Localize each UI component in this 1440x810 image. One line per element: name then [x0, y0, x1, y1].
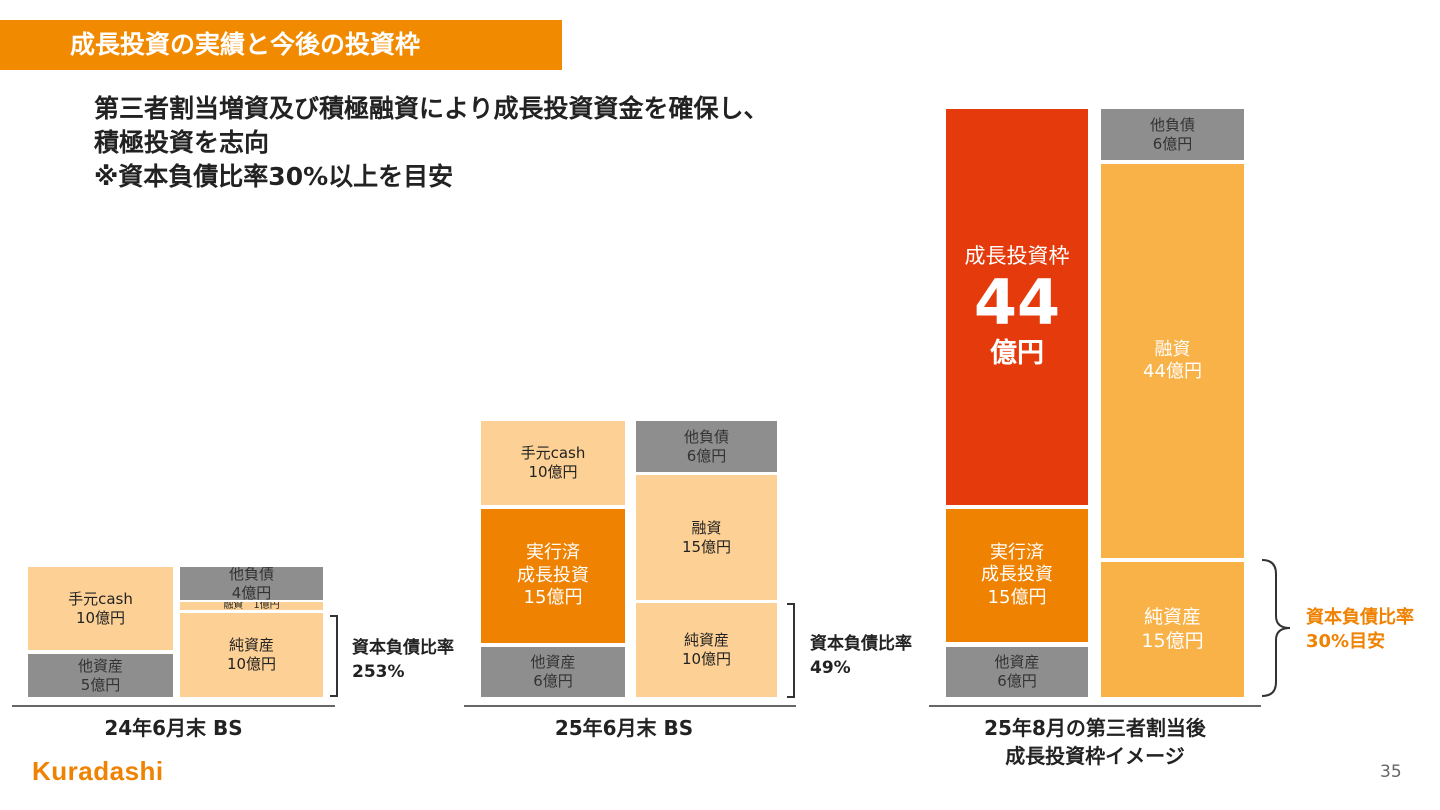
bs1-label: 24年6月末 BS [104, 716, 243, 740]
bs2-asset-cash: 手元cash 10億円 [481, 421, 625, 505]
bs2-asset-growth: 実行済 成長投資 15億円 [481, 509, 625, 643]
bs3-liab-equity-name: 純資産 [1143, 605, 1201, 628]
bs2-ratio: 資本負債比率 49% [810, 632, 912, 680]
bs1-liab-equity-value: 10億円 [226, 655, 277, 673]
bs2-asset-cash-name: 手元cash [520, 444, 586, 463]
bs3-liab-loan: 融資 44億円 [1101, 164, 1244, 558]
bs2-asset-cash-value: 10億円 [528, 463, 578, 481]
bs1-asset-cash-value: 10億円 [75, 608, 126, 627]
bs1-ratio-label: 資本負債比率 [352, 638, 454, 658]
bs3-baseline [929, 705, 1261, 707]
bs1-asset-other: 他資産 5億円 [28, 654, 173, 697]
bs3-asset-investment-frame: 成長投資枠 44 億円 [946, 109, 1088, 505]
bs3-liab-other-value: 6億円 [1152, 134, 1193, 153]
bs2-ratio-value: 49% [810, 658, 851, 678]
bs2-liab-equity: 純資産 10億円 [636, 603, 777, 697]
bs2-asset-other-name: 他資産 [530, 653, 576, 672]
bs3-liab-loan-name: 融資 [1154, 338, 1191, 360]
bs2-asset-growth-name: 実行済 成長投資 [517, 542, 589, 586]
bs3-liab-equity-value: 15億円 [1141, 629, 1204, 652]
headline-line-3: ※資本負債比率30%以上を目安 [94, 162, 454, 191]
bs1-liab-equity: 純資産 10億円 [180, 613, 323, 697]
bs2-liab-equity-name: 純資産 [683, 631, 729, 650]
bs1-ratio-value: 253% [352, 662, 405, 682]
bs3-asset-growth-value: 15億円 [987, 586, 1047, 608]
bs1-liab-other: 他負債 4億円 [180, 567, 323, 600]
bs3-liab-equity: 純資産 15億円 [1101, 562, 1244, 697]
bs2-asset-growth-value: 15億円 [523, 587, 583, 609]
bs1-asset-cash-name: 手元cash [68, 589, 133, 608]
headline-line-1: 第三者割当増資及び積極融資により成長投資資金を確保し、 [94, 94, 769, 123]
bs3-liab-loan-value: 44億円 [1143, 361, 1202, 382]
bs3-asset-growth: 実行済 成長投資 15億円 [946, 509, 1088, 642]
bs3-liab-other-name: 他負債 [1149, 115, 1195, 134]
bs3-asset-other-name: 他資産 [994, 653, 1040, 672]
bs3-frame-value: 44 [973, 266, 1061, 340]
bs2-baseline [464, 705, 796, 707]
bs1-asset-other-value: 5億円 [80, 675, 121, 694]
bs2-liab-other-name: 他負債 [683, 427, 729, 446]
bs1-asset-cash: 手元cash 10億円 [28, 567, 173, 650]
bs2-liab-loan-value: 15億円 [681, 537, 732, 556]
bs3-frame-unit: 億円 [990, 338, 1044, 370]
page-number: 35 [1380, 762, 1402, 782]
bs3-ratio-label: 資本負債比率 [1306, 607, 1414, 628]
bs1-liab-other-value: 4億円 [231, 583, 272, 601]
bs2-liab-loan-name: 融資 [691, 518, 722, 537]
bs2-liab-loan: 融資 15億円 [636, 475, 777, 600]
bs2-liab-equity-value: 10億円 [681, 650, 732, 668]
headline-line-2: 積極投資を志向 [94, 128, 270, 157]
bs2-label: 25年6月末 BS [554, 716, 694, 740]
bs3-ratio: 資本負債比率 30%目安 [1306, 606, 1414, 654]
bs1-liab-equity-name: 純資産 [228, 636, 274, 655]
headline: 第三者割当増資及び積極融資により成長投資資金を確保し、 積極投資を志向 ※資本負… [94, 92, 769, 194]
page-title: 成長投資の実績と今後の投資枠 [0, 20, 562, 70]
bs1-bracket [330, 615, 338, 697]
bs3-asset-other-value: 6億円 [997, 672, 1037, 690]
bs3-ratio-value: 30%目安 [1306, 631, 1386, 652]
bs1-asset-other-name: 他資産 [77, 656, 123, 675]
bs1-liab-other-name: 他負債 [228, 567, 274, 583]
bs1-liab-loan-value: 1億円 [253, 602, 280, 610]
kuradashi-logo: Kuradashi [32, 756, 164, 786]
bs2-bracket [787, 603, 795, 698]
bs1-baseline [12, 705, 335, 707]
bs3-curly-bracket [1261, 559, 1291, 697]
bs3-label: 25年8月の第三者割当後 成長投資枠イメージ [984, 716, 1206, 768]
bs1-liab-loan-name: 融資 [223, 602, 244, 610]
bs2-liab-other: 他負債 6億円 [636, 421, 777, 472]
bs2-liab-other-value: 6億円 [686, 446, 727, 465]
bs2-asset-other: 他資産 6億円 [481, 647, 625, 697]
bs2-ratio-label: 資本負債比率 [810, 634, 912, 654]
bs1-liab-loan: 融資 1億円 [180, 602, 323, 610]
bs3-asset-other: 他資産 6億円 [946, 647, 1088, 697]
bs3-liab-other: 他負債 6億円 [1101, 109, 1244, 160]
bs2-asset-other-value: 6億円 [533, 672, 573, 690]
bs3-frame-name: 成長投資枠 [964, 243, 1070, 268]
bs1-ratio: 資本負債比率 253% [352, 636, 454, 684]
bs3-asset-growth-name: 実行済 成長投資 [981, 541, 1053, 586]
